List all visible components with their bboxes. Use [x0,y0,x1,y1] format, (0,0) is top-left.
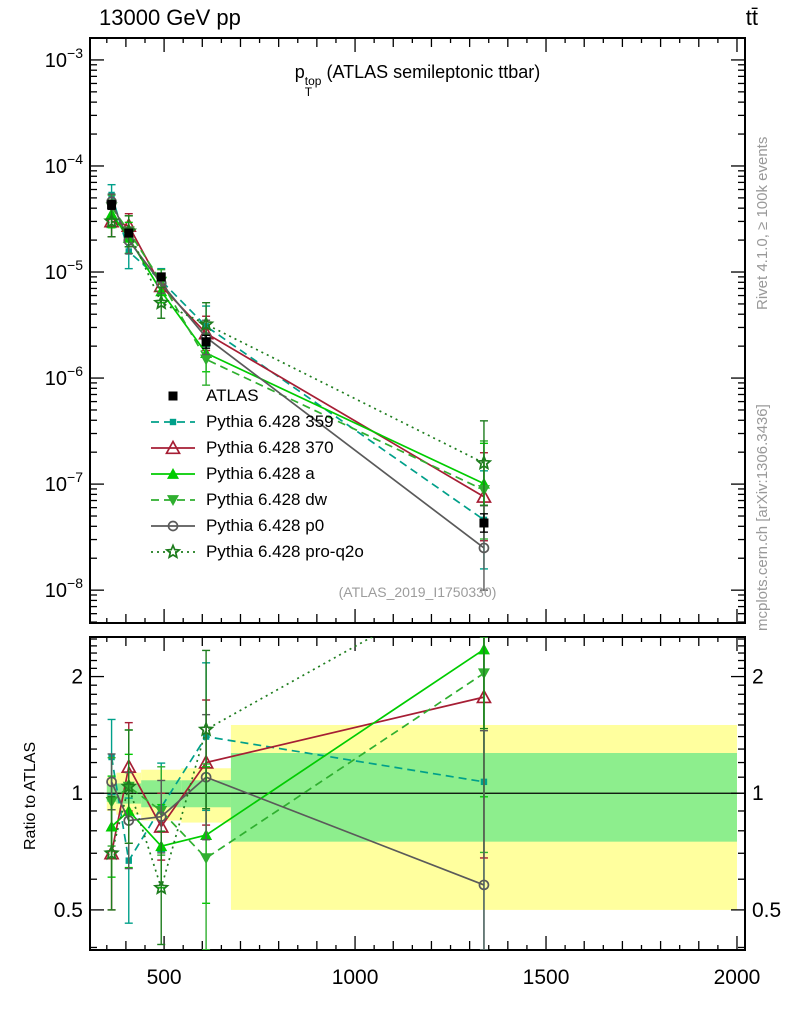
legend: ATLAS Pythia 6.428 359 Pythia 6.428 370 Pyt… [150,383,364,565]
legend-marker-pq2o [151,543,195,560]
legend-label: Pythia 6.428 pro-q2o [206,542,364,561]
xtick-label: 2000 [714,966,761,989]
main-ytick-label: 10−8 [45,575,83,602]
main-panel-frame [89,37,746,624]
ratio-ytick-label-right: 0.5 [752,899,781,922]
mcplots-credit: mcplots.cern.ch [arXiv:1306.3436] [754,404,771,631]
legend-item-pdw: Pythia 6.428 dw [150,487,364,513]
ratio-ytick-label-right: 2 [752,666,764,689]
legend-item-atlas: ATLAS [150,383,364,409]
legend-item-pp0: Pythia 6.428 p0 [150,513,364,539]
ratio-ytick-label-left: 2 [71,666,83,689]
legend-marker-pdw [151,495,195,506]
ratio-ytick-label-right: 1 [752,782,764,805]
ratio-uncertainty-bands [106,724,737,910]
xtick-label: 1000 [332,966,379,989]
axis-ticks [90,38,745,950]
rivet-version-credit: Rivet 4.1.0, ≥ 100k events [754,136,771,310]
main-ytick-label: 10−5 [45,257,83,284]
main-ytick-label: 10−3 [45,45,83,72]
plot-title: p top T (ATLAS semileptonic ttbar) [90,62,745,98]
legend-marker-atlas [168,391,178,401]
plot-title-rest: (ATLAS semileptonic ttbar) [321,62,541,82]
xtick-label: 1500 [523,966,570,989]
legend-marker-pa [151,468,195,479]
main-ytick-label: 10−7 [45,469,83,496]
legend-label: Pythia 6.428 p0 [206,516,325,535]
beam-energy-title: 13000 GeV pp [99,5,241,30]
legend-label: Pythia 6.428 370 [206,438,334,457]
legend-marker-p359 [151,418,195,426]
plot-title-sub: T [304,85,313,99]
analysis-watermark: (ATLAS_2019_I1750330) [338,584,497,600]
legend-label: ATLAS [206,386,259,405]
ratio-panel-frame [89,636,746,951]
legend-label: Pythia 6.428 a [206,464,315,483]
main-ytick-label: 10−4 [45,151,83,178]
legend-item-p370: Pythia 6.428 370 [150,435,364,461]
series-main-atlas [107,199,489,533]
plot-title-symbol: p [294,62,305,82]
ratio-ytick-label-left: 1 [71,782,83,805]
ratio-ytick-label-left: 0.5 [54,899,83,922]
ratio-axis-label: Ratio to ATLAS [22,741,39,850]
legend-item-pa: Pythia 6.428 a [150,461,364,487]
legend-marker-pp0 [151,520,195,532]
legend-item-p359: Pythia 6.428 359 [150,409,364,435]
axis-tick-labels: 10−3 10−4 10−5 10−6 10−7 10−8 2 2 1 1 0.5 0.5 500 100… [45,45,781,989]
legend-marker-p370 [151,439,195,455]
xtick-label: 500 [147,966,182,989]
process-title: tt̄ [745,5,758,30]
legend-item-pq2o: Pythia 6.428 pro-q2o [150,539,364,565]
series-ratio-pq2o [103,637,488,946]
legend-label: Pythia 6.428 359 [206,412,334,431]
plot-title-sup: top [304,74,322,88]
legend-label: Pythia 6.428 dw [206,490,327,509]
main-ytick-label: 10−6 [45,363,83,390]
